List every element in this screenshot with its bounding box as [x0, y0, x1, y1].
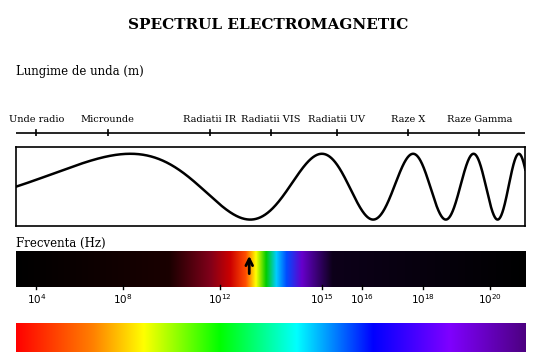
Text: $10^{4}$: $10^{4}$: [27, 293, 46, 306]
Text: Microunde: Microunde: [81, 115, 135, 124]
Text: $10^{20}$: $10^{20}$: [478, 293, 502, 306]
Text: $10^{-2}$: $10^{-2}$: [95, 147, 121, 161]
Text: Raze X: Raze X: [391, 115, 426, 124]
Text: $10^{-12}$: $10^{-12}$: [465, 147, 494, 161]
Text: $10^{8}$: $10^{8}$: [113, 293, 133, 306]
Text: SPECTRUL ELECTROMAGNETIC: SPECTRUL ELECTROMAGNETIC: [128, 18, 408, 32]
Text: Raze Gamma: Raze Gamma: [447, 115, 512, 124]
Text: Radiatii VIS: Radiatii VIS: [241, 115, 301, 124]
Text: Lungime de unda (m): Lungime de unda (m): [16, 65, 144, 78]
Text: $10^{15}$: $10^{15}$: [310, 293, 333, 306]
Text: $10^{16}$: $10^{16}$: [351, 293, 374, 306]
Text: $10^{-8}$: $10^{-8}$: [324, 147, 349, 161]
Text: $10^{-5}$: $10^{-5}$: [197, 147, 222, 161]
Text: Radiatii UV: Radiatii UV: [308, 115, 366, 124]
Text: $10^{-10}$: $10^{-10}$: [393, 147, 423, 161]
Text: Frecventa (Hz): Frecventa (Hz): [16, 237, 106, 250]
Text: Radiatii IR: Radiatii IR: [183, 115, 236, 124]
Text: Unde radio: Unde radio: [9, 115, 64, 124]
Text: $10^{-6}$: $10^{-6}$: [258, 147, 284, 161]
Text: $10^{18}$: $10^{18}$: [412, 293, 435, 306]
Text: $10^{3}$: $10^{3}$: [27, 147, 46, 161]
Text: $10^{12}$: $10^{12}$: [208, 293, 232, 306]
